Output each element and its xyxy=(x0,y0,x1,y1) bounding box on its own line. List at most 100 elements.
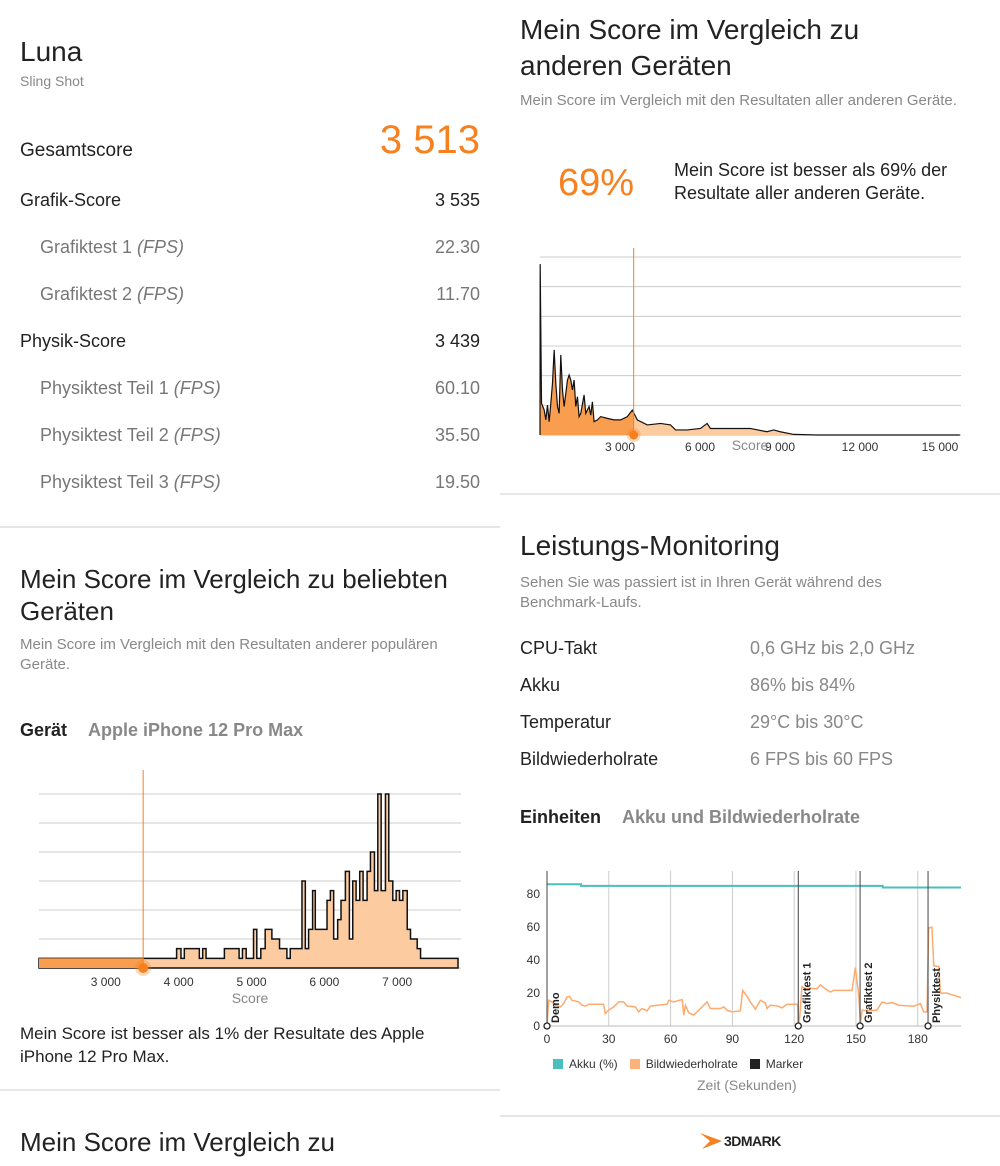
x-tick-label: 12 000 xyxy=(842,440,879,454)
divider xyxy=(500,493,1000,495)
x-tick-label: 30 xyxy=(602,1032,616,1046)
popular-title: Mein Score im Vergleich zu beliebten Ger… xyxy=(20,564,448,626)
units-selector[interactable]: Einheiten Akku und Bildwiederholrate xyxy=(520,807,860,828)
3dmark-logo-icon xyxy=(700,1133,722,1149)
y-tick-label: 80 xyxy=(527,887,541,901)
all-devices-chart: 3 000 6 000 9 000 12 000 15 000 Score xyxy=(539,248,961,454)
marker-point xyxy=(856,1022,864,1030)
logo-text: 3DMARK xyxy=(724,1133,781,1149)
score-row-value: 60.10 xyxy=(434,378,480,398)
below-score-area xyxy=(39,958,144,968)
test-subtitle: Sling Shot xyxy=(20,73,84,89)
legend-akku: Akku (%) xyxy=(569,1057,618,1071)
marker-label: Grafiktest 2 xyxy=(863,962,875,1023)
score-row: Grafiktest 2 (FPS) 11.70 xyxy=(40,284,480,305)
monitoring-subtitle: Sehen Sie was passiert ist in Ihren Gerä… xyxy=(520,574,882,611)
distribution-line xyxy=(539,264,960,436)
device-label: Gerät xyxy=(20,720,68,740)
score-row: Physik-Score 3 439 xyxy=(20,331,480,352)
x-tick-label: 3 000 xyxy=(91,975,121,989)
total-score-value: 3 513 xyxy=(379,118,480,162)
score-row-label: Physik-Score xyxy=(20,331,127,351)
all-subtitle: Mein Score im Vergleich mit den Resultat… xyxy=(520,92,957,109)
x-tick-label: 150 xyxy=(846,1032,866,1046)
fps-line xyxy=(546,926,962,1027)
popular-result-text: Mein Score ist besser als 1% der Resulta… xyxy=(20,1024,425,1066)
x-tick-label: 7 000 xyxy=(382,975,412,989)
x-axis-title: Score xyxy=(732,437,769,453)
3dmark-logo: 3DMARK xyxy=(700,1131,781,1151)
histogram-area xyxy=(38,793,459,969)
legend-swatch-marker xyxy=(749,1059,760,1069)
x-tick-label: 180 xyxy=(908,1032,928,1046)
monitoring-row-value: 0,6 GHz bis 2,0 GHz xyxy=(750,638,916,658)
x-tick-label: 6 000 xyxy=(685,440,715,454)
y-tick-label: 20 xyxy=(527,986,541,1000)
legend-swatch-akku xyxy=(553,1059,563,1069)
x-tick-label: 4 000 xyxy=(164,975,194,989)
x-tick-label: 3 000 xyxy=(605,440,635,454)
x-tick-label: 5 000 xyxy=(236,975,266,989)
test-title: Luna xyxy=(20,36,83,67)
divider xyxy=(0,1089,500,1091)
x-axis-title: Zeit (Sekunden) xyxy=(697,1077,797,1093)
score-row-label: Physiktest Teil 1 (FPS) xyxy=(40,378,221,398)
score-row-value: 11.70 xyxy=(436,284,480,304)
marker-label: Physiktest xyxy=(931,968,943,1023)
below-score-area xyxy=(540,264,634,435)
chart-legend: Akku (%) Bildwiederholrate Marker xyxy=(553,1057,803,1071)
score-row-label: Physiktest Teil 2 (FPS) xyxy=(40,425,221,445)
legend-swatch-fps xyxy=(629,1059,640,1069)
total-score-label: Gesamtscore xyxy=(20,140,133,161)
x-tick-label: 120 xyxy=(784,1032,804,1046)
units-value[interactable]: Akku und Bildwiederholrate xyxy=(622,807,861,827)
device-value[interactable]: Apple iPhone 12 Pro Max xyxy=(88,720,304,740)
score-row-value: 3 439 xyxy=(434,331,480,351)
score-row-label: Physiktest Teil 3 (FPS) xyxy=(40,472,221,492)
monitoring-title: Leistungs-Monitoring xyxy=(520,530,780,561)
marker-label: Grafiktest 1 xyxy=(801,962,813,1023)
score-row-value: 22.30 xyxy=(434,237,480,257)
score-row-label: Grafik-Score xyxy=(20,190,122,210)
popular-subtitle: Mein Score im Vergleich mit den Resultat… xyxy=(20,636,438,673)
monitoring-row-value: 6 FPS bis 60 FPS xyxy=(750,749,894,769)
my-score-marker xyxy=(138,963,149,973)
score-row: Physiktest Teil 2 (FPS) 35.50 xyxy=(40,425,480,446)
all-result-text: Mein Score ist besser als 69% der Result… xyxy=(674,160,948,203)
monitoring-row-label: CPU-Takt xyxy=(520,638,598,658)
x-tick-label: 90 xyxy=(726,1032,740,1046)
y-tick-label: 0 xyxy=(533,1019,540,1033)
divider xyxy=(0,526,500,528)
x-tick-label: 60 xyxy=(664,1032,678,1046)
score-row-value: 3 535 xyxy=(434,190,480,210)
distribution-area xyxy=(540,264,960,435)
device-selector[interactable]: Gerät Apple iPhone 12 Pro Max xyxy=(20,720,303,741)
monitoring-line-chart: 0 30 60 90 120 150 180 0 20 40 60 80 Demo Grafiktest … xyxy=(527,871,962,1046)
next-section-title: Mein Score im Vergleich zu xyxy=(20,1127,336,1157)
monitoring-row-value: 29°C bis 30°C xyxy=(750,712,864,732)
score-row: Physiktest Teil 1 (FPS) 60.10 xyxy=(40,378,480,399)
x-tick-label: 6 000 xyxy=(309,975,339,989)
x-tick-label: 0 xyxy=(544,1032,551,1046)
x-tick-label: 9 000 xyxy=(765,440,795,454)
divider xyxy=(500,1115,1000,1117)
score-row-value: 35.50 xyxy=(434,425,480,445)
y-tick-label: 40 xyxy=(527,953,541,967)
my-score-marker xyxy=(629,430,639,440)
x-tick-label: 15 000 xyxy=(922,440,959,454)
x-axis-title: Score xyxy=(232,990,269,1006)
legend-marker: Marker xyxy=(765,1057,804,1071)
score-row: Grafik-Score 3 535 xyxy=(20,190,480,211)
all-percent: 69% xyxy=(558,162,635,204)
marker-label: Demo xyxy=(550,992,562,1023)
monitoring-row-label: Bildwiederholrate xyxy=(520,749,659,769)
akku-line xyxy=(547,883,961,889)
score-row-label: Grafiktest 1 (FPS) xyxy=(40,237,185,257)
marker-point xyxy=(543,1022,551,1030)
monitoring-row-value: 86% bis 84% xyxy=(750,675,856,695)
monitoring-row-label: Temperatur xyxy=(520,712,612,732)
score-row: Physiktest Teil 3 (FPS) 19.50 xyxy=(40,472,480,493)
marker-point xyxy=(924,1022,932,1030)
marker-point xyxy=(794,1022,802,1030)
score-row-value: 19.50 xyxy=(434,472,480,492)
